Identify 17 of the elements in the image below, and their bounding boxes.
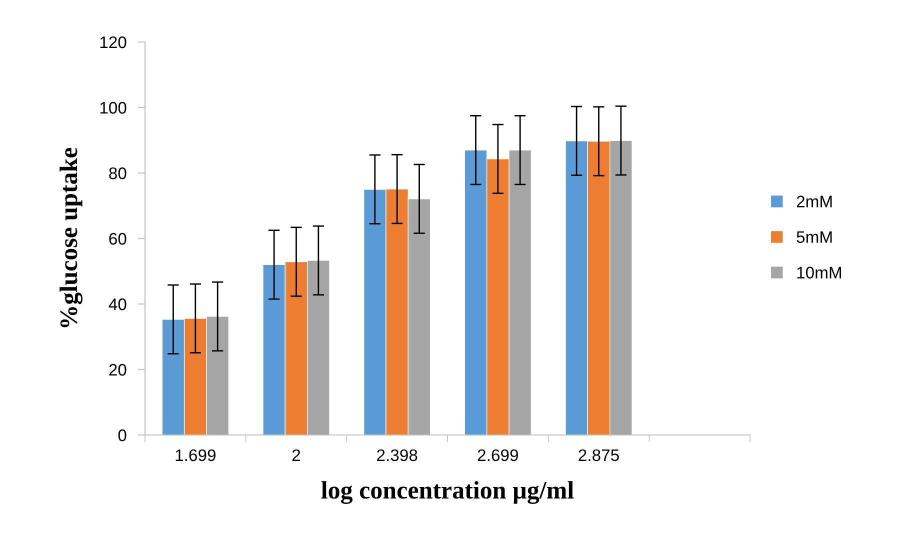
y-tick-label: 40 <box>108 298 126 310</box>
x-tick-label: 1.699 <box>176 449 216 462</box>
x-tick-label: 2.398 <box>377 449 418 462</box>
legend-label: 5mM <box>796 231 832 243</box>
x-tick-label: 2 <box>292 449 300 461</box>
x-axis-title: log concentration µg/ml <box>321 481 574 504</box>
legend-label: 10mM <box>797 266 841 279</box>
y-tick-label: 60 <box>109 232 126 245</box>
y-tick-label: 100 <box>100 102 126 114</box>
x-tick-label: 2.875 <box>578 449 619 462</box>
y-tick-label: 120 <box>100 36 126 48</box>
y-tick-label: 80 <box>109 167 126 180</box>
y-tick-label: 0 <box>118 429 126 442</box>
x-tick-label: 2.699 <box>478 449 518 462</box>
y-tick-label: 20 <box>109 364 126 376</box>
legend-label: 2mM <box>796 196 832 208</box>
y-axis-title: %glucose uptake <box>60 148 82 328</box>
